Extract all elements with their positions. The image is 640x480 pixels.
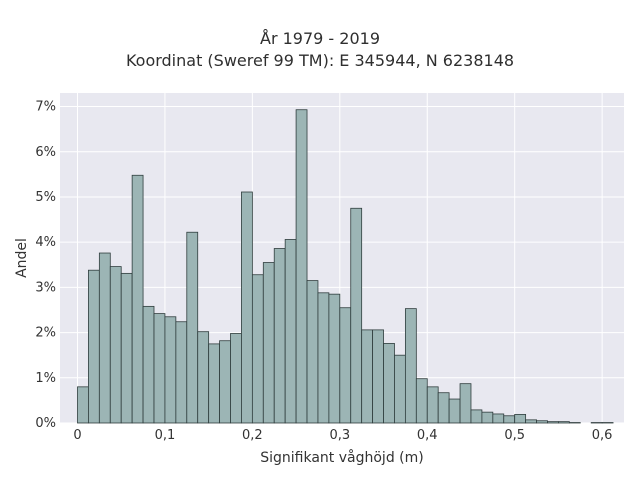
histogram-bar (208, 343, 220, 424)
y-axis-label: Andel (14, 238, 30, 278)
x-tick-label: 0,4 (417, 428, 438, 443)
histogram-bar (251, 274, 264, 424)
histogram-bar (525, 419, 537, 424)
histogram-bar (197, 331, 210, 424)
histogram-bar (306, 280, 319, 424)
histogram-bar (503, 415, 516, 424)
histogram-bar (77, 386, 89, 424)
histogram-bar (230, 333, 242, 424)
histogram-bar (241, 191, 253, 424)
histogram-bar (273, 248, 286, 424)
histogram-bar (350, 207, 363, 424)
x-axis-ticks: 0 0,1 0,2 0,3 0,4 0,5 0,6 (73, 428, 612, 443)
histogram-bar (547, 421, 559, 424)
histogram-bar (175, 321, 188, 424)
x-tick-label: 0 (73, 428, 81, 443)
histogram-bar (98, 252, 111, 424)
y-tick-label: 0% (35, 416, 56, 431)
histogram-bar (262, 262, 275, 424)
histogram-bar (109, 266, 122, 424)
histogram-bar (186, 231, 199, 424)
histogram-bar (361, 329, 374, 424)
histogram-bar (459, 383, 472, 424)
histogram-bar (284, 239, 297, 424)
x-tick-label: 0,3 (329, 428, 350, 443)
histogram-bar (426, 386, 439, 424)
x-axis-label: Signifikant våghöjd (m) (260, 449, 423, 466)
histogram-bar (558, 421, 570, 424)
histogram-bar (142, 305, 155, 424)
y-tick-label: 2% (35, 326, 56, 341)
y-tick-label: 7% (35, 100, 56, 115)
histogram-bar (448, 398, 461, 424)
histogram-bar (88, 269, 100, 424)
y-tick-label: 1% (35, 371, 56, 386)
bars (77, 109, 614, 424)
histogram-bar (383, 343, 395, 424)
chart-title: År 1979 - 2019 (260, 29, 380, 48)
histogram-bar (328, 293, 341, 424)
chart-subtitle: Koordinat (Sweref 99 TM): E 345944, N 62… (125, 51, 515, 70)
histogram-bar (470, 409, 483, 424)
histogram-bar (295, 109, 308, 424)
histogram-bar (415, 378, 428, 424)
y-tick-label: 3% (35, 280, 56, 295)
x-tick-label: 0,2 (242, 428, 263, 443)
histogram-bar (514, 414, 527, 424)
histogram-bar (492, 413, 505, 424)
histogram-bar (120, 272, 133, 424)
histogram-bar (536, 420, 548, 424)
histogram-bar (437, 392, 450, 424)
histogram-bar (153, 313, 166, 424)
histogram-bar (219, 340, 231, 424)
x-tick-label: 0,5 (504, 428, 525, 443)
histogram-bar (131, 174, 144, 424)
y-axis-ticks: 0% 1% 2% 3% 4% 5% 6% 7% (35, 100, 56, 431)
x-tick-label: 0,6 (592, 428, 613, 443)
histogram-bar (164, 316, 177, 424)
histogram-bar (394, 354, 406, 424)
histogram-bar (481, 411, 494, 424)
x-tick-label: 0,1 (155, 428, 176, 443)
histogram-bar (372, 329, 384, 424)
y-tick-label: 5% (35, 190, 56, 205)
histogram-bar (404, 308, 417, 424)
y-tick-label: 6% (35, 145, 56, 160)
histogram-bar (317, 292, 330, 424)
histogram-bar (339, 307, 352, 424)
y-tick-label: 4% (35, 235, 56, 250)
